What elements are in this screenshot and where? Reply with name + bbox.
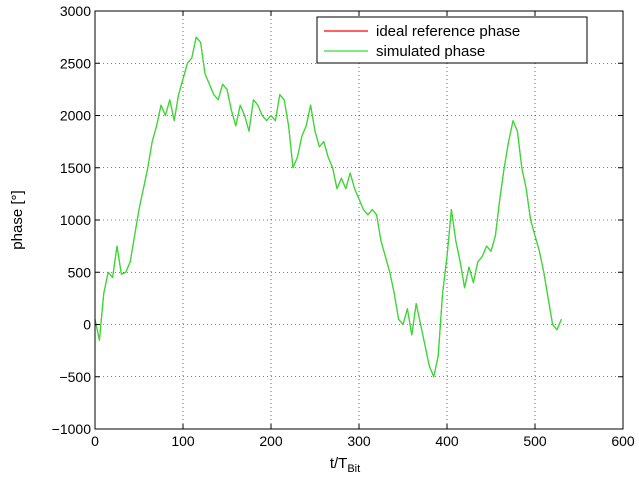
y-tick-label: 1000 bbox=[60, 212, 91, 228]
x-tick-label: 600 bbox=[611, 433, 635, 449]
x-tick-labels: 0 100 200 300 400 500 600 bbox=[91, 433, 635, 449]
legend: ideal reference phase simulated phase bbox=[316, 16, 588, 64]
y-tick-label: 500 bbox=[68, 264, 92, 280]
series-lines bbox=[94, 36, 562, 378]
grid bbox=[95, 11, 623, 429]
x-axis-label-subscript: Bit bbox=[347, 463, 360, 475]
x-tick-label: 100 bbox=[171, 433, 195, 449]
y-tick-labels: −1000 −500 0 500 1000 1500 2000 2500 3000 bbox=[52, 3, 92, 437]
series-line-ideal-reference-phase bbox=[94, 36, 562, 378]
x-axis-label: t/TBit bbox=[330, 455, 360, 475]
y-tick-label: 3000 bbox=[60, 3, 91, 19]
y-tick-label: 2000 bbox=[60, 108, 91, 124]
legend-box bbox=[316, 16, 588, 64]
x-tick-label: 0 bbox=[91, 433, 99, 449]
y-tick-label: −1000 bbox=[52, 421, 92, 437]
axis-ticks bbox=[94, 10, 624, 430]
y-tick-label: 0 bbox=[83, 317, 91, 333]
x-axis-label-main: t/T bbox=[330, 455, 348, 472]
x-tick-label: 500 bbox=[523, 433, 547, 449]
x-tick-label: 200 bbox=[259, 433, 283, 449]
legend-label-simulated-phase: simulated phase bbox=[376, 43, 485, 60]
y-tick-label: 1500 bbox=[60, 160, 91, 176]
y-tick-label: −500 bbox=[59, 369, 91, 385]
y-tick-label: 2500 bbox=[60, 55, 91, 71]
series-line-simulated-phase bbox=[94, 36, 562, 378]
y-axis-label: phase [°] bbox=[9, 190, 26, 249]
x-tick-label: 400 bbox=[435, 433, 459, 449]
x-tick-label: 300 bbox=[347, 433, 371, 449]
legend-label-ideal-reference-phase: ideal reference phase bbox=[376, 23, 520, 40]
